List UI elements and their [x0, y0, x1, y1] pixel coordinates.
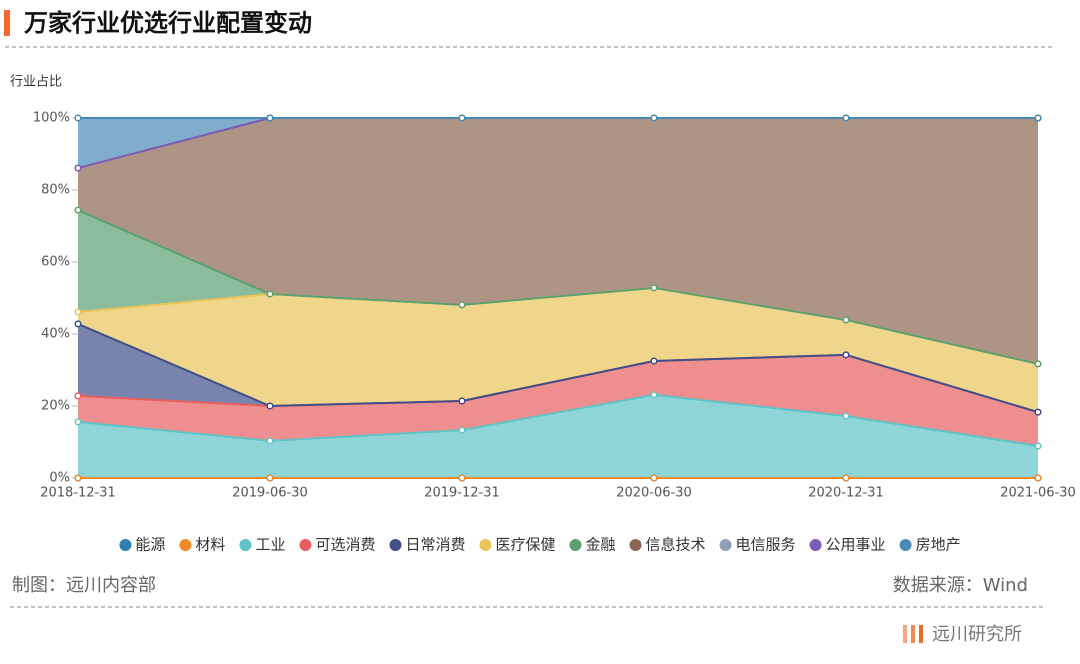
y-tick-label: 20%: [41, 399, 70, 414]
point: [1034, 114, 1042, 122]
point: [650, 474, 658, 482]
point: [842, 474, 850, 482]
legend-label: 房地产: [916, 536, 961, 554]
legend-label: 信息技术: [646, 536, 706, 554]
x-tick-label: 2020-06-30: [616, 486, 692, 501]
legend-label: 日常消费: [405, 536, 465, 554]
line: [77, 209, 1039, 365]
area: [78, 287, 1038, 413]
legend-marker: [809, 539, 822, 551]
point: [74, 206, 82, 214]
legend-marker: [569, 539, 582, 551]
legend-marker: [719, 539, 732, 551]
point: [842, 114, 850, 122]
y-tick-label: 60%: [41, 255, 70, 270]
point: [458, 397, 466, 405]
area: [78, 118, 1038, 169]
y-tick-label: 40%: [41, 327, 70, 342]
point: [266, 290, 274, 298]
legend-marker: [629, 539, 642, 551]
point: [74, 320, 82, 328]
point: [266, 114, 274, 122]
legend-label: 金融: [586, 536, 616, 554]
footer-right: 数据来源：Wind: [893, 575, 1028, 596]
point: [1034, 360, 1042, 368]
legend-marker: [899, 539, 912, 551]
title-marker: [4, 10, 10, 36]
x-tick-label: 2020-12-31: [808, 486, 884, 501]
footer-left: 制图：远川内容部: [12, 575, 156, 596]
legend-label: 公用事业: [826, 536, 886, 554]
point: [650, 391, 658, 399]
legend-marker: [239, 539, 252, 551]
logo-bar: [919, 625, 923, 643]
area: [78, 394, 1038, 478]
logo-bar: [911, 625, 915, 643]
legend-label: 电信服务: [736, 536, 796, 554]
point: [1034, 408, 1042, 416]
legend-label: 能源: [135, 536, 165, 554]
point: [458, 474, 466, 482]
chart-title: 万家行业优选行业配置变动: [24, 9, 312, 37]
area: [78, 118, 1038, 364]
legend-marker: [299, 539, 312, 551]
point: [842, 412, 850, 420]
logo-text: 远川研究所: [932, 624, 1022, 645]
point: [74, 474, 82, 482]
legend-marker: [119, 539, 132, 551]
y-axis-label: 行业占比: [10, 75, 62, 90]
legend-label: 材料: [195, 536, 225, 554]
point: [842, 316, 850, 324]
point: [650, 357, 658, 365]
plot: 0% 20% 40% 60% 80% 100% 2018-12-31 2019-06-30 20…: [33, 111, 1076, 501]
point: [1034, 474, 1042, 482]
legend-marker: [179, 539, 192, 551]
point: [842, 351, 850, 359]
point: [458, 426, 466, 434]
line: [77, 323, 1039, 414]
point: [74, 114, 82, 122]
point: [74, 392, 82, 400]
legend: 能源 材料 工业 可选消费 日常消费 医疗保健 金融 信息技术 电信服务 公用事业 房地产: [119, 536, 961, 554]
point: [266, 474, 274, 482]
x-tick-label: 2019-12-31: [424, 486, 500, 501]
point: [266, 437, 274, 445]
point: [458, 301, 466, 309]
y-tick-label: 100%: [33, 111, 70, 126]
point: [74, 418, 82, 426]
legend-label: 可选消费: [315, 536, 375, 554]
point: [74, 164, 82, 172]
x-tick-label: 2021-06-30: [1000, 486, 1076, 501]
y-tick-label: 80%: [41, 183, 70, 198]
point: [1034, 442, 1042, 450]
legend-marker: [389, 539, 402, 551]
point: [458, 114, 466, 122]
area: [78, 354, 1038, 446]
legend-label: 工业: [255, 536, 285, 554]
legend-label: 医疗保健: [495, 536, 555, 554]
x-tick-label: 2018-12-31: [40, 486, 116, 501]
point: [650, 114, 658, 122]
x-tick-label: 2019-06-30: [232, 486, 308, 501]
point: [650, 284, 658, 292]
line: [77, 393, 1039, 447]
y-tick-label: 0%: [49, 471, 70, 486]
legend-marker: [479, 539, 492, 551]
point: [266, 402, 274, 410]
point: [74, 308, 82, 316]
logo-bar: [903, 625, 907, 643]
